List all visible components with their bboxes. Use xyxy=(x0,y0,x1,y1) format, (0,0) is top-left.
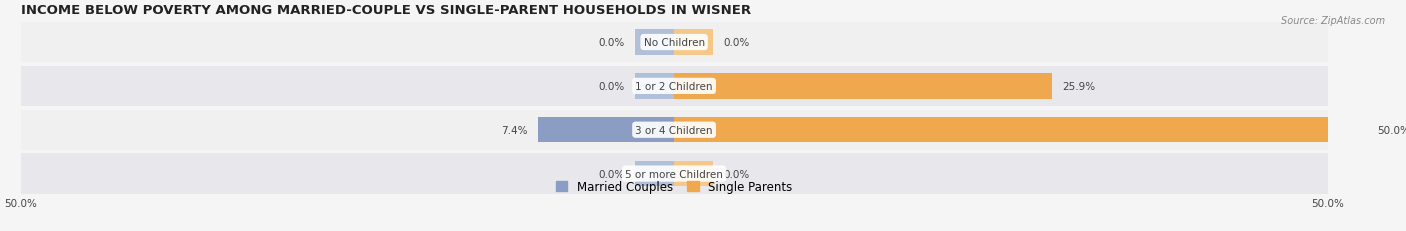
Bar xyxy=(21,23,1327,63)
Bar xyxy=(21,67,1327,106)
Text: INCOME BELOW POVERTY AMONG MARRIED-COUPLE VS SINGLE-PARENT HOUSEHOLDS IN WISNER: INCOME BELOW POVERTY AMONG MARRIED-COUPL… xyxy=(21,4,751,17)
Text: 25.9%: 25.9% xyxy=(1063,82,1095,91)
Bar xyxy=(673,74,1052,99)
Text: 7.4%: 7.4% xyxy=(501,125,527,135)
Text: Source: ZipAtlas.com: Source: ZipAtlas.com xyxy=(1281,16,1385,26)
Bar xyxy=(636,30,673,55)
Bar xyxy=(538,118,673,143)
Bar xyxy=(21,154,1327,194)
Text: 3 or 4 Children: 3 or 4 Children xyxy=(636,125,713,135)
Bar xyxy=(636,74,673,99)
Bar xyxy=(636,161,673,186)
Bar xyxy=(673,161,713,186)
Text: No Children: No Children xyxy=(644,38,704,48)
Bar xyxy=(673,118,1367,143)
Text: 0.0%: 0.0% xyxy=(598,169,624,179)
Text: 1 or 2 Children: 1 or 2 Children xyxy=(636,82,713,91)
Bar xyxy=(21,110,1327,150)
Legend: Married Couples, Single Parents: Married Couples, Single Parents xyxy=(555,180,793,193)
Text: 0.0%: 0.0% xyxy=(598,82,624,91)
Text: 50.0%: 50.0% xyxy=(1378,125,1406,135)
Bar xyxy=(673,30,713,55)
Text: 0.0%: 0.0% xyxy=(598,38,624,48)
Text: 5 or more Children: 5 or more Children xyxy=(626,169,723,179)
Text: 0.0%: 0.0% xyxy=(724,169,749,179)
Text: 0.0%: 0.0% xyxy=(724,38,749,48)
